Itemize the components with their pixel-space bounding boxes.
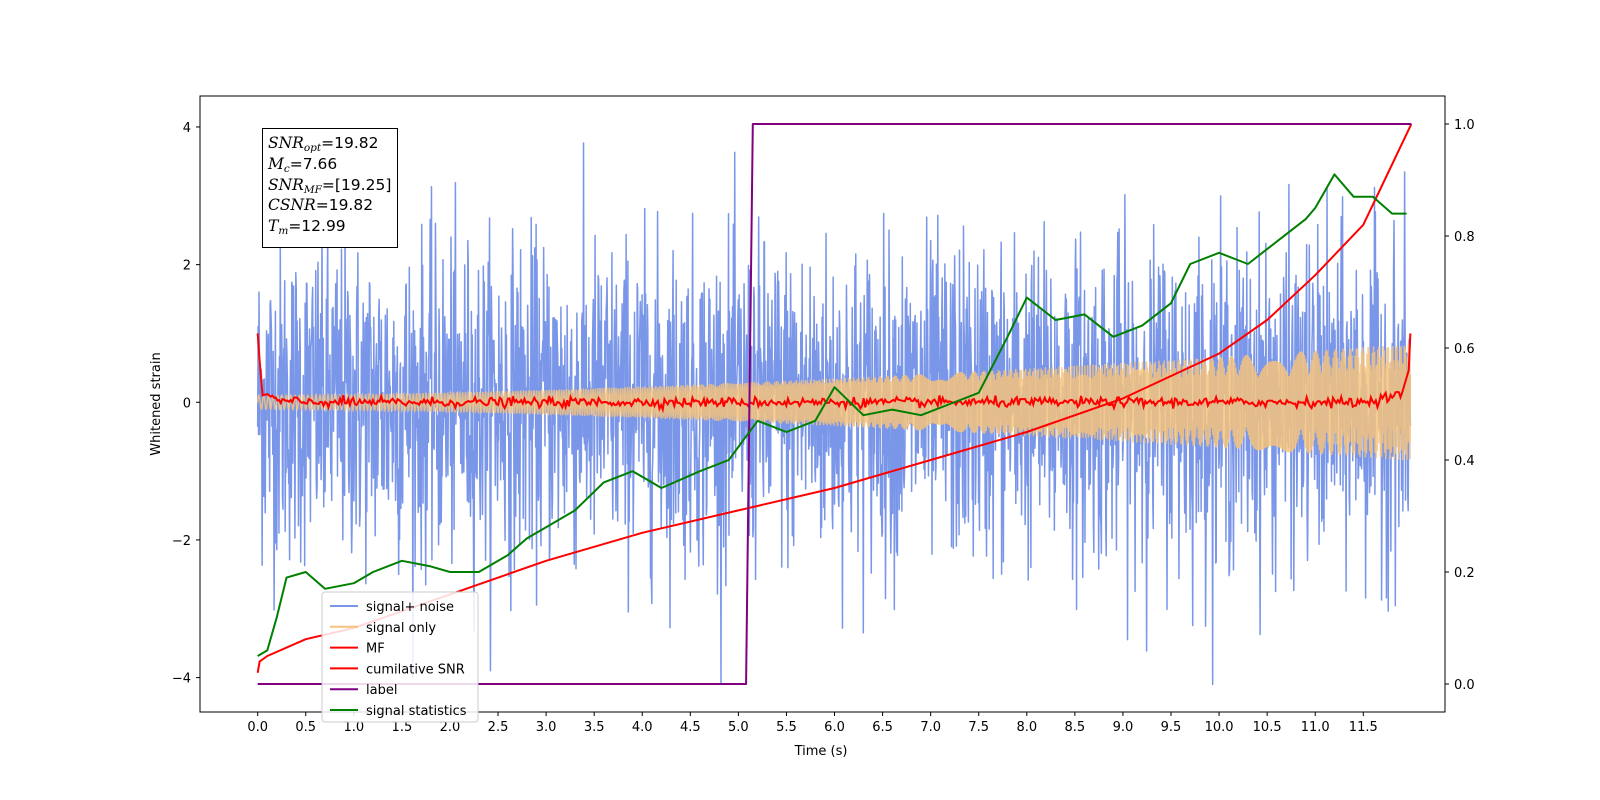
series-signal-only	[256, 343, 1412, 461]
x-tick-label: 3.5	[584, 720, 605, 735]
stats-snr-mf: SNRMF=[19.25]	[268, 175, 392, 196]
x-tick-label: 8.5	[1065, 720, 1086, 735]
legend-entry: label	[366, 683, 397, 698]
x-tick-label: 0.0	[247, 720, 268, 735]
x-tick-label: 0.5	[295, 720, 316, 735]
x-tick-label: 2.5	[488, 720, 509, 735]
x-tick-label: 1.5	[392, 720, 413, 735]
series-label	[257, 123, 1412, 685]
y-axis-right: 1.0 0.8 0.6 0.4 0.2 0.0	[1445, 118, 1475, 693]
x-tick-label: 5.5	[776, 720, 797, 735]
series-cumulative-snr	[256, 123, 1413, 673]
x-tick-label: 9.0	[1113, 720, 1134, 735]
y2-tick-label: 0.6	[1454, 342, 1475, 357]
y-tick-label: −2	[172, 534, 191, 549]
stats-tm: Tm=12.99	[268, 217, 346, 238]
x-tick-label: 10.5	[1253, 720, 1282, 735]
legend-entry: MF	[366, 642, 385, 657]
x-tick-label: 1.0	[343, 720, 364, 735]
stats-snr-opt: SNRopt=19.82	[268, 134, 379, 154]
legend-entry: signal statistics	[366, 704, 467, 719]
x-tick-label: 4.0	[632, 720, 653, 735]
y2-tick-label: 0.0	[1454, 678, 1475, 693]
x-axis: 0.0 0.5 1.0 1.5 2.0 2.5 3.0 3.5 4.0 4.5 5.0 5.5 6.0 6…	[247, 712, 1378, 735]
y-axis-label: Whitened strain	[149, 352, 164, 455]
legend-entry: signal+ noise	[366, 600, 454, 615]
stats-mc: Mc=7.66	[268, 154, 338, 175]
x-tick-label: 4.5	[680, 720, 701, 735]
legend-box	[321, 591, 479, 723]
y-tick-label: 4	[183, 121, 191, 136]
y-axis-left: 4 2 0 −2 −4	[172, 121, 200, 687]
x-tick-label: 6.0	[824, 720, 845, 735]
y-tick-label: 0	[183, 396, 191, 411]
y-tick-label: 2	[183, 259, 191, 274]
x-tick-label: 3.0	[536, 720, 557, 735]
legend-entry: cumilative SNR	[366, 662, 465, 677]
y2-tick-label: 0.4	[1454, 454, 1475, 469]
y2-tick-label: 0.8	[1454, 230, 1475, 245]
x-tick-label: 11.0	[1301, 720, 1330, 735]
x-tick-label: 7.0	[920, 720, 941, 735]
legend: signal+ noise signal only MF cumilative SNR…	[321, 591, 479, 723]
x-tick-label: 7.5	[968, 720, 989, 735]
y2-tick-label: 0.2	[1454, 566, 1475, 581]
x-tick-label: 5.0	[728, 720, 749, 735]
x-tick-label: 10.0	[1205, 720, 1234, 735]
data-layer	[256, 123, 1413, 686]
x-tick-label: 8.0	[1016, 720, 1037, 735]
x-tick-label: 11.5	[1349, 720, 1378, 735]
x-tick-label: 9.5	[1161, 720, 1182, 735]
y-tick-label: −4	[172, 672, 191, 687]
x-tick-label: 6.5	[872, 720, 893, 735]
stats-annotation-box: SNRopt=19.82 Mc=7.66 SNRMF=[19.25] CSNR=…	[262, 128, 398, 248]
legend-entry: signal only	[366, 621, 436, 636]
x-tick-label: 2.0	[440, 720, 461, 735]
series-signal-statistics	[257, 173, 1407, 657]
stats-csnr: CSNR=19.82	[268, 196, 374, 215]
series-mf	[256, 333, 1412, 414]
y2-tick-label: 1.0	[1454, 118, 1475, 133]
plot-frame	[199, 95, 1446, 713]
x-axis-label: Time (s)	[794, 744, 848, 759]
